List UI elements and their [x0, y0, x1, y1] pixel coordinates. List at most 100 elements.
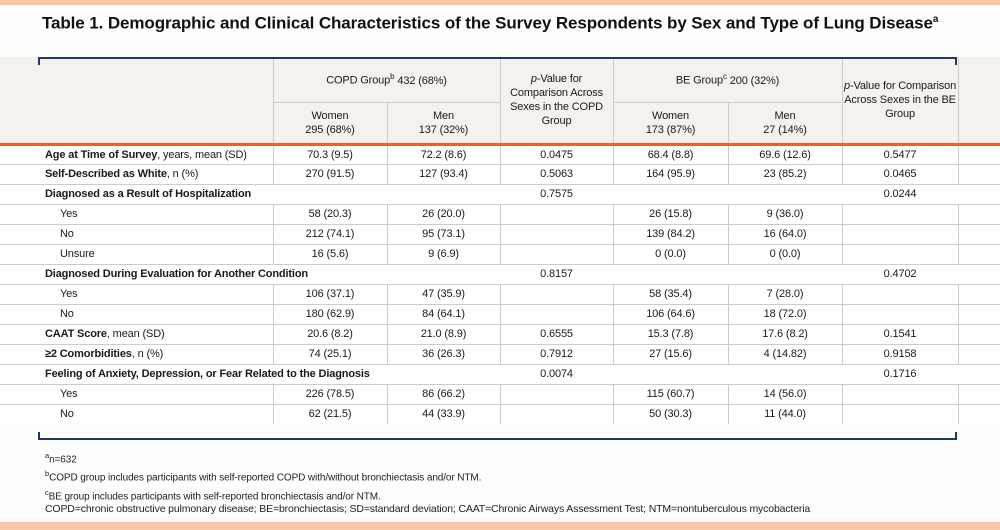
cell-value: 0.7575: [500, 183, 614, 205]
row-spacer-cell: [957, 303, 1000, 325]
cell-value: 164 (95.9): [612, 163, 729, 185]
copd-group-label: COPD Group: [326, 75, 391, 88]
cell-value: 0.0244: [842, 183, 959, 205]
cell-value: [499, 283, 614, 305]
cell-value: 0.4702: [842, 263, 959, 285]
header-copd-men: Men 137 (32%): [386, 102, 501, 145]
table-row: No 212 (74.1) 95 (73.1) 139 (84.2) 16 (64.0): [0, 223, 1000, 245]
copd-men-count: 137 (32%): [418, 123, 469, 136]
cell-value: 0.1716: [842, 363, 959, 385]
cell-value: 16 (64.0): [727, 223, 843, 245]
cell-value: 9 (6.9): [386, 243, 501, 265]
row-label: Yes: [0, 383, 274, 405]
cell-value: [613, 183, 843, 205]
row-spacer-cell: [957, 223, 1000, 245]
cell-value: 9 (36.0): [727, 203, 843, 225]
cell-value: 0.0074: [500, 363, 614, 385]
row-label: Self-Described as White, n (%): [0, 163, 274, 185]
header-pvalue-be: p-Value for Comparison Across Sexes in t…: [841, 57, 959, 145]
be-men-label: Men: [774, 109, 796, 122]
cell-value: 74 (25.1): [272, 343, 388, 365]
table-row: Yes 106 (37.1) 47 (35.9) 58 (35.4) 7 (28.0): [0, 283, 1000, 305]
pvalue-be-p: p: [843, 79, 850, 92]
table-top-border: [38, 57, 957, 59]
footnote-b-text: COPD group includes participants with se…: [49, 472, 482, 484]
header-spacer-cell: [957, 57, 1000, 145]
copd-women-count: 295 (68%): [305, 123, 355, 136]
cell-value: 72.2 (8.6): [386, 143, 501, 165]
cell-value: 0.0465: [841, 163, 959, 185]
copd-women-label: Women: [311, 109, 349, 122]
header-be-men: Men 27 (14%): [727, 102, 843, 145]
footnotes: an=632 bCOPD group includes participants…: [45, 449, 481, 504]
header-copd-group: COPD Groupb 432 (68%): [272, 57, 501, 103]
table-border-cap: [955, 432, 957, 440]
row-spacer-cell: [957, 163, 1000, 185]
header-empty-cell: [0, 57, 274, 145]
cell-value: [841, 303, 959, 325]
cell-value: [499, 223, 614, 245]
cell-value: 84 (64.1): [386, 303, 501, 325]
footnote-a-text: n=632: [49, 454, 77, 466]
row-spacer-cell: [957, 143, 1000, 165]
cell-value: 26 (15.8): [612, 203, 729, 225]
cell-value: [841, 383, 959, 405]
cell-value: 4 (14.82): [727, 343, 843, 365]
header-copd-women: Women 295 (68%): [273, 102, 388, 145]
footnote-a-marker: a: [45, 451, 50, 460]
header-be-women: Women 173 (87%): [612, 102, 729, 145]
cell-value: 0.1541: [841, 323, 959, 345]
cell-value: 11 (44.0): [727, 403, 843, 424]
row-spacer-cell: [958, 263, 1000, 285]
cell-value: 127 (93.4): [386, 163, 501, 185]
row-spacer-cell: [957, 403, 1000, 424]
row-spacer-cell: [958, 363, 1000, 385]
cell-value: 0 (0.0): [727, 243, 843, 265]
cell-value: 95 (73.1): [386, 223, 501, 245]
cell-value: 27 (15.6): [612, 343, 729, 365]
table-title: Table 1. Demographic and Clinical Charac…: [42, 9, 947, 34]
cell-value: 270 (91.5): [272, 163, 388, 185]
cell-value: 115 (60.7): [612, 383, 729, 405]
cell-value: 7 (28.0): [727, 283, 843, 305]
row-label: Diagnosed During Evaluation for Another …: [0, 263, 501, 285]
table-title-footnote-marker: a: [932, 14, 939, 25]
row-spacer-cell: [957, 203, 1000, 225]
table-header: COPD Groupb 432 (68%) p-Value for Compari…: [0, 57, 1000, 145]
cell-value: 0.9158: [841, 343, 959, 365]
cell-value: 50 (30.3): [612, 403, 729, 424]
cell-value: 0 (0.0): [612, 243, 729, 265]
footnote-c-marker: c: [45, 487, 49, 497]
cell-value: 15.3 (7.8): [612, 323, 729, 345]
section-row: Diagnosed as a Result of Hospitalization…: [0, 183, 1000, 205]
row-label: Feeling of Anxiety, Depression, or Fear …: [0, 363, 501, 385]
cell-value: 0.5477: [841, 143, 959, 165]
cell-value: [841, 403, 959, 424]
row-label: CAAT Score, mean (SD): [0, 323, 274, 345]
cell-value: [499, 203, 614, 225]
cell-value: 44 (33.9): [386, 403, 501, 424]
footnote-b: bCOPD group includes participants with s…: [45, 467, 481, 485]
table-border-cap: [955, 57, 957, 65]
be-men-count: 27 (14%): [763, 123, 807, 136]
row-spacer-cell: [957, 243, 1000, 265]
header-pvalue-copd: p-Value for Comparison Across Sexes in t…: [499, 57, 614, 145]
bottom-accent-bar: [0, 522, 1000, 530]
cell-value: [613, 363, 843, 385]
cell-value: [499, 303, 614, 325]
footnote-c: cBE group includes participants with sel…: [45, 486, 481, 504]
header-group-row: COPD Groupb 432 (68%) p-Value for Compari…: [0, 57, 1000, 145]
cell-value: 36 (26.3): [386, 343, 501, 365]
be-women-label: Women: [652, 109, 689, 122]
cell-value: [841, 243, 959, 265]
cell-value: 86 (66.2): [386, 383, 501, 405]
cell-value: [499, 403, 614, 424]
cell-value: 180 (62.9): [272, 303, 388, 325]
row-label: No: [0, 303, 274, 325]
cell-value: 58 (20.3): [272, 203, 388, 225]
table-row: ≥2 Comorbidities, n (%) 74 (25.1) 36 (26.3…: [0, 343, 1000, 365]
table-row: Unsure 16 (5.6) 9 (6.9) 0 (0.0) 0 (0.0): [0, 243, 1000, 265]
row-label: Age at Time of Survey, years, mean (SD): [0, 143, 274, 165]
cell-value: 106 (37.1): [272, 283, 388, 305]
